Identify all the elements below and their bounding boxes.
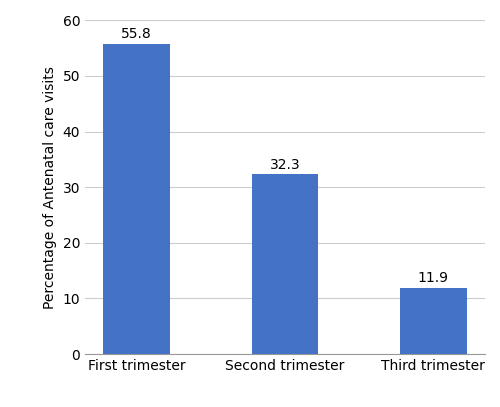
Bar	[252, 175, 318, 354]
Text: 32.3: 32.3	[270, 158, 300, 172]
Y-axis label: Percentage of Antenatal care visits: Percentage of Antenatal care visits	[43, 66, 57, 309]
Bar	[400, 288, 467, 354]
Text: 11.9: 11.9	[418, 271, 449, 285]
Bar	[103, 44, 170, 354]
Text: 55.8: 55.8	[121, 27, 152, 41]
